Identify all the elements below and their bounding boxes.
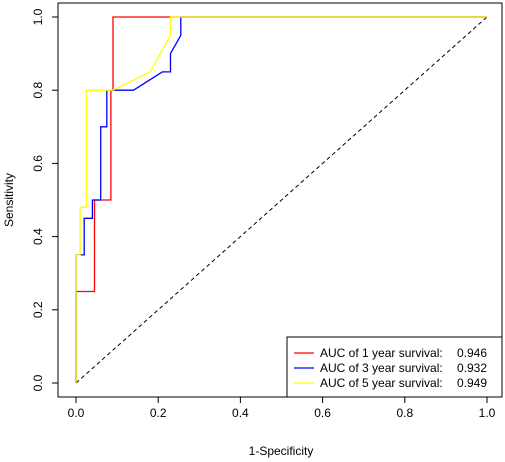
x-tick-label: 0.6 [314,406,331,420]
y-tick-label: 0.8 [31,82,45,99]
roc-curve-series-1 [75,16,487,383]
x-tick-label: 0.0 [68,406,85,420]
y-tick-label: 0.2 [31,301,45,318]
x-tick-label: 0.2 [150,406,167,420]
legend-box [286,336,503,398]
legend-auc-value: 0.949 [457,376,487,390]
y-tick-label: 0.6 [31,155,45,172]
x-tick-label: 1.0 [479,406,496,420]
roc-curves [75,16,487,383]
y-tick-label: 0.4 [31,228,45,245]
plot-area [57,2,503,398]
legend-series-name: AUC of 5 year survival: [320,376,443,390]
legend-series-name: AUC of 3 year survival: [320,361,443,375]
x-axis-label: 1-Specificity [249,444,314,458]
axis-ticks: 0.0 0.2 0.4 0.6 0.8 1.0 0.0 0.2 0.4 0.6 0.8 1.0 [31,8,496,420]
legend: AUC of 1 year survival: 0.946 AUC of 3 yea… [286,336,503,398]
y-tick-label: 0.0 [31,374,45,391]
x-tick-label: 0.4 [232,406,249,420]
y-tick-label: 1.0 [31,8,45,25]
legend-series-name: AUC of 1 year survival: [320,346,443,360]
plot-frame [57,2,503,398]
legend-auc-value: 0.946 [457,346,487,360]
x-tick-label: 0.8 [396,406,413,420]
legend-auc-value: 0.932 [457,361,487,375]
roc-curve-series-3 [75,16,487,383]
y-axis-label: Sensitivity [2,173,16,227]
roc-curve-series-2 [75,16,487,383]
reference-diagonal-line [75,16,488,384]
